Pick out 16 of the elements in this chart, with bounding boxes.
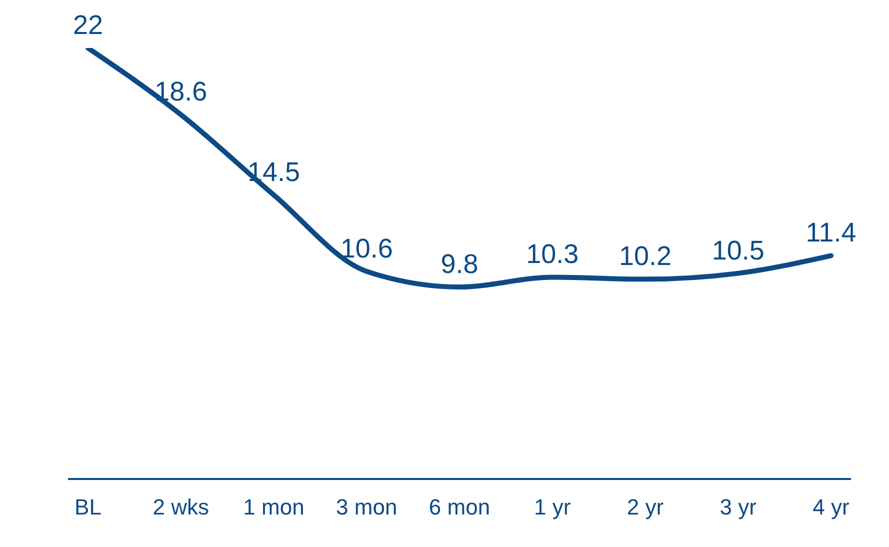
data-label: 9.8: [440, 249, 478, 280]
x-tick-label: 4 yr: [812, 494, 850, 520]
x-tick-label: 3 yr: [720, 494, 756, 520]
data-label: 10.2: [618, 241, 672, 272]
data-label: 10.3: [526, 239, 579, 270]
x-tick-label: 1 mon: [243, 494, 304, 520]
x-tick-label: 2 wks: [152, 494, 209, 520]
data-label: 11.4: [806, 218, 856, 248]
x-tick-label: 2 yr: [626, 494, 664, 520]
data-label: 10.5: [712, 235, 764, 266]
x-tick-label: 1 yr: [534, 494, 571, 520]
data-label: 10.6: [340, 233, 393, 264]
x-tick-label: 3 mon: [336, 494, 398, 520]
x-tick-label: BL: [74, 494, 102, 520]
data-label: 22: [72, 10, 104, 40]
x-tick-label: 6 mon: [428, 494, 490, 520]
